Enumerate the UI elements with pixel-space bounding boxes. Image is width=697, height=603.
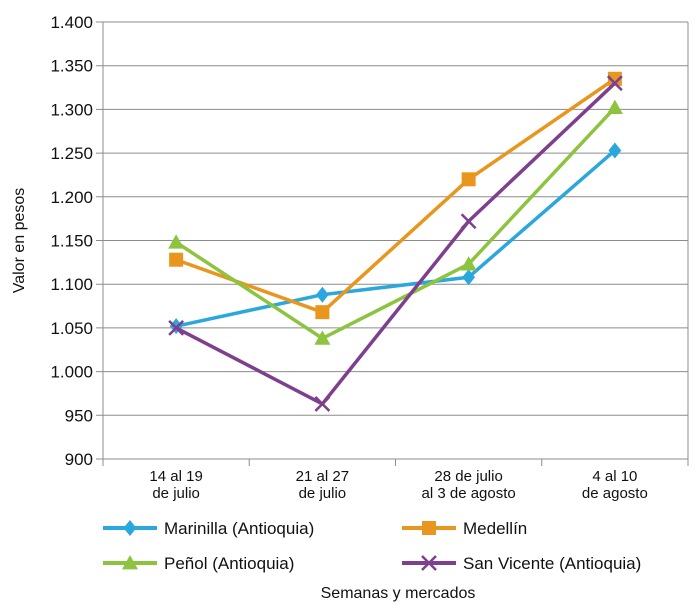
legend-item: Peñol (Antioquia) xyxy=(103,554,294,573)
legend-item: Medellín xyxy=(402,519,527,538)
y-tick-label: 1.050 xyxy=(50,319,93,338)
x-marker xyxy=(460,213,477,230)
square-marker xyxy=(461,172,476,187)
triangle-marker xyxy=(314,330,331,345)
triangle-marker xyxy=(122,555,138,570)
x-marker xyxy=(314,396,331,412)
y-tick-label: 1.200 xyxy=(50,188,93,207)
y-axis-ticks: 900 950 1.000 1.050 1.100 1.150 1.200 1.250 1.30… xyxy=(50,13,93,469)
x-tick-label: 21 al 27 de julio xyxy=(296,468,349,502)
y-axis-title: Valor en pesos xyxy=(11,188,28,294)
legend-label: Peñol (Antioquia) xyxy=(164,554,294,573)
y-tick-label: 1.250 xyxy=(50,144,93,163)
legend-label: San Vicente (Antioquia) xyxy=(463,554,641,573)
x-tick-label-line: 14 al 19 xyxy=(149,468,202,485)
x-tick-label-line: de julio xyxy=(152,485,200,502)
square-marker xyxy=(607,71,622,86)
x-marker xyxy=(606,75,623,92)
x-marker xyxy=(421,555,437,571)
legend-label: Marinilla (Antioquia) xyxy=(164,519,314,538)
series-group xyxy=(168,71,623,412)
x-axis-title: Semanas y mercados xyxy=(321,585,476,602)
x-tick-label-line: al 3 de agosto xyxy=(422,485,516,502)
series-line xyxy=(175,81,617,406)
legend-label: Medellín xyxy=(463,519,527,538)
triangle-marker xyxy=(606,99,623,115)
x-tick-label: 14 al 19 de julio xyxy=(149,468,202,502)
y-tick-label: 1.400 xyxy=(50,13,93,32)
series-line xyxy=(175,77,616,314)
y-tick-label: 1.100 xyxy=(50,275,93,294)
triangle-marker xyxy=(168,234,185,249)
y-tick-label: 1.000 xyxy=(50,363,93,382)
triangle-marker xyxy=(460,256,477,271)
x-tick-label-line: 28 de julio xyxy=(434,468,502,485)
legend: Marinilla (Antioquia) Medellín Peñol (Anti… xyxy=(103,519,641,573)
series-2 xyxy=(168,99,623,345)
y-tick-label: 1.300 xyxy=(50,100,93,119)
square-marker xyxy=(315,305,330,320)
legend-item: San Vicente (Antioquia) xyxy=(402,554,641,573)
square-marker xyxy=(169,252,184,267)
y-tick-label: 1.150 xyxy=(50,232,93,251)
gridlines xyxy=(96,21,688,460)
x-tick-label: 28 de julio al 3 de agosto xyxy=(422,468,516,502)
legend-item: Marinilla (Antioquia) xyxy=(103,519,314,538)
series-3 xyxy=(168,75,623,412)
square-marker xyxy=(422,521,436,535)
x-tick-label: 4 al 10 de agosto xyxy=(582,468,648,502)
diamond-marker xyxy=(462,269,476,286)
y-tick-label: 950 xyxy=(65,406,93,425)
x-marker xyxy=(168,320,185,336)
x-tick-label-line: de agosto xyxy=(582,485,648,502)
x-tick-label-line: 4 al 10 xyxy=(592,468,637,485)
series-line xyxy=(175,106,617,341)
series-line xyxy=(175,149,617,328)
x-tick-label-line: 21 al 27 xyxy=(296,468,349,485)
diamond-marker xyxy=(608,142,622,159)
y-tick-label: 1.350 xyxy=(50,57,93,76)
series-1 xyxy=(169,71,622,320)
x-tick-label-line: de julio xyxy=(299,485,347,502)
diamond-marker xyxy=(123,520,137,536)
y-tick-label: 900 xyxy=(65,450,93,469)
diamond-marker xyxy=(315,286,329,303)
